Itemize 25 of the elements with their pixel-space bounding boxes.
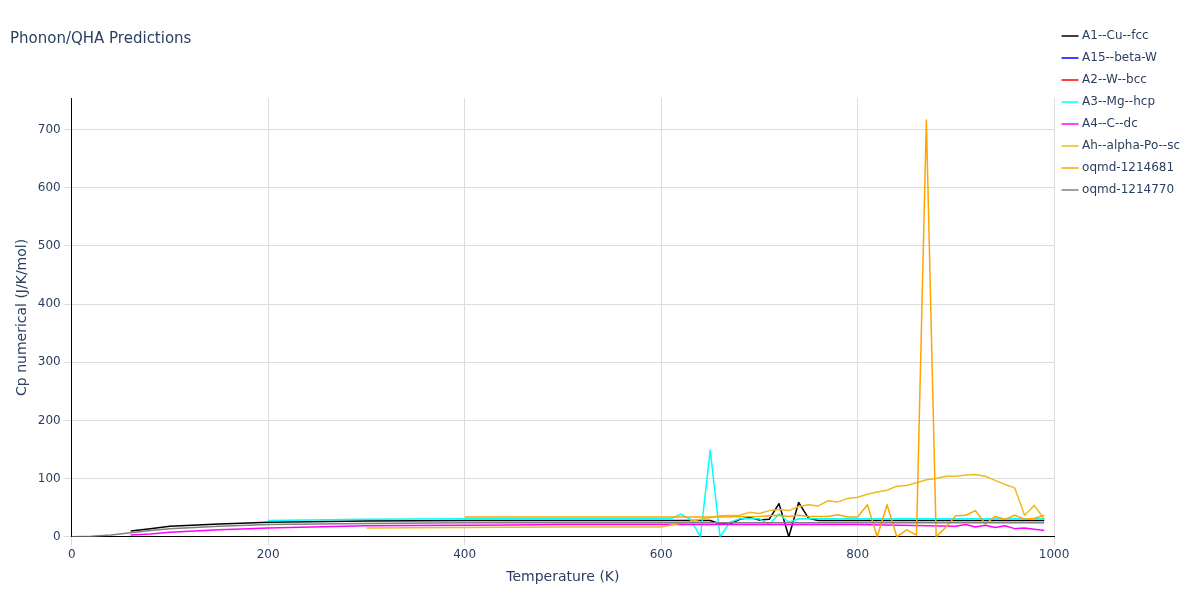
- chart-title: Phonon/QHA Predictions: [10, 28, 192, 47]
- legend-label: A2--W--bcc: [1082, 72, 1147, 87]
- y-tick-label: 700: [37, 121, 61, 136]
- x-tick-label: 1000: [1038, 547, 1070, 562]
- x-tick-label: 600: [649, 547, 673, 562]
- x-tick-label: 200: [256, 547, 280, 562]
- legend-label: oqmd-1214681: [1082, 160, 1175, 175]
- legend-label: A3--Mg--hcp: [1082, 94, 1156, 109]
- y-tick-label: 400: [37, 296, 61, 311]
- x-axis-title: Temperature (K): [505, 568, 620, 585]
- legend-label: Ah--alpha-Po--sc: [1082, 138, 1180, 153]
- y-tick-label: 100: [37, 470, 61, 485]
- legend-label: A4--C--dc: [1082, 116, 1138, 131]
- y-axis-title: Cp numerical (J/K/mol): [13, 238, 30, 396]
- y-tick-label: 300: [37, 354, 61, 369]
- y-tick-label: 200: [37, 412, 61, 427]
- y-tick-label: 500: [37, 237, 61, 252]
- legend-label: A1--Cu--fcc: [1082, 28, 1149, 43]
- x-tick-label: 0: [67, 547, 76, 562]
- y-tick-label: 600: [37, 179, 61, 194]
- x-tick-label: 400: [453, 547, 477, 562]
- legend-label: A15--beta-W: [1082, 50, 1158, 65]
- y-tick-label: 0: [53, 528, 61, 543]
- x-tick-label: 800: [846, 547, 870, 562]
- legend-label: oqmd-1214770: [1082, 182, 1175, 197]
